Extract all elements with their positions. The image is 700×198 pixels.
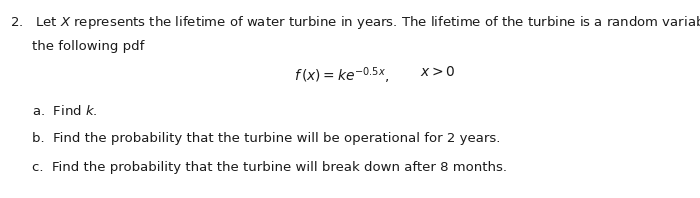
- Text: a.  Find $k$.: a. Find $k$.: [32, 104, 97, 118]
- Text: $x>0$: $x>0$: [420, 65, 456, 79]
- Text: b.  Find the probability that the turbine will be operational for 2 years.: b. Find the probability that the turbine…: [32, 132, 500, 145]
- Text: 2.   Let $X$ represents the lifetime of water turbine in years. The lifetime of : 2. Let $X$ represents the lifetime of wa…: [10, 14, 700, 31]
- Text: c.  Find the probability that the turbine will break down after 8 months.: c. Find the probability that the turbine…: [32, 161, 507, 174]
- Text: $f\,(x) = ke^{-0.5x},$: $f\,(x) = ke^{-0.5x},$: [294, 65, 389, 86]
- Text: the following pdf: the following pdf: [32, 40, 144, 53]
